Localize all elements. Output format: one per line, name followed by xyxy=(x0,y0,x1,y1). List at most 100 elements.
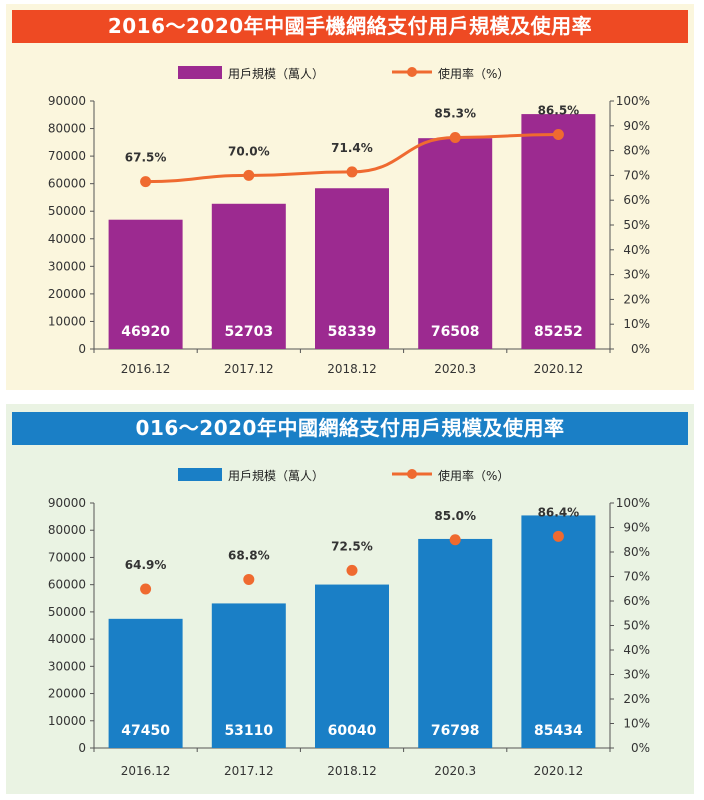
legend-marker xyxy=(407,67,417,77)
rate-value-label: 67.5% xyxy=(125,151,167,165)
chart-title: 2016～2020年中國手機網絡支付用戶規模及使用率 xyxy=(12,10,688,43)
bar xyxy=(108,219,183,349)
bar-value-label: 46920 xyxy=(121,324,170,340)
rate-value-label: 64.9% xyxy=(125,558,167,572)
bar xyxy=(211,603,286,748)
y2-tick-label: 40% xyxy=(623,243,650,257)
x-tick-label: 2020.12 xyxy=(534,764,584,778)
rate-point xyxy=(140,176,152,188)
y2-tick-label: 60% xyxy=(623,193,650,207)
bar xyxy=(418,538,493,748)
legend-line-label: 使用率（%） xyxy=(438,66,509,81)
x-tick-label: 2018.12 xyxy=(327,764,377,778)
y2-tick-label: 70% xyxy=(623,168,650,182)
y-tick-label: 40000 xyxy=(48,232,86,246)
rate-value-label: 85.0% xyxy=(434,509,476,523)
y-tick-label: 60000 xyxy=(48,177,86,191)
x-tick-label: 2016.12 xyxy=(121,764,171,778)
y2-tick-label: 50% xyxy=(623,218,650,232)
y-tick-label: 80000 xyxy=(48,122,86,136)
rate-point xyxy=(140,583,152,595)
rate-point xyxy=(243,169,255,181)
rate-point xyxy=(449,534,461,546)
y-tick-label: 30000 xyxy=(48,259,86,273)
y2-tick-label: 20% xyxy=(623,692,650,706)
bar-value-label: 52703 xyxy=(224,324,273,340)
y2-tick-label: 20% xyxy=(623,292,650,306)
y2-tick-label: 80% xyxy=(623,545,650,559)
bar-value-label: 76508 xyxy=(431,324,480,340)
y-tick-label: 70000 xyxy=(48,149,86,163)
y2-tick-label: 10% xyxy=(623,317,650,331)
y-tick-label: 80000 xyxy=(48,523,86,537)
y-tick-label: 20000 xyxy=(48,687,86,701)
y-tick-label: 50000 xyxy=(48,204,86,218)
bar-value-label: 58339 xyxy=(328,324,377,340)
y-tick-label: 90000 xyxy=(48,94,86,108)
y-tick-label: 50000 xyxy=(48,605,86,619)
y2-tick-label: 50% xyxy=(623,619,650,633)
rate-point xyxy=(449,131,461,143)
rate-value-label: 86.5% xyxy=(538,103,580,117)
y2-tick-label: 40% xyxy=(623,643,650,657)
legend-bar-swatch xyxy=(178,468,222,481)
y2-tick-label: 90% xyxy=(623,119,650,133)
bar xyxy=(211,203,286,349)
y2-tick-label: 0% xyxy=(631,741,650,755)
y2-tick-label: 30% xyxy=(623,668,650,682)
legend: 用戶規模（萬人） 使用率（%） xyxy=(178,468,509,483)
rate-point xyxy=(346,564,358,576)
bar xyxy=(315,584,389,748)
y-tick-label: 60000 xyxy=(48,578,86,592)
bar-value-label: 85434 xyxy=(534,723,583,739)
x-tick-label: 2018.12 xyxy=(327,362,377,376)
y2-tick-label: 60% xyxy=(623,594,650,608)
rate-value-label: 68.8% xyxy=(228,548,270,562)
y2-tick-label: 70% xyxy=(623,570,650,584)
rate-value-label: 71.4% xyxy=(331,141,373,155)
bar-value-label: 60040 xyxy=(328,723,377,739)
rate-value-label: 86.4% xyxy=(538,505,580,519)
y-tick-label: 90000 xyxy=(48,496,86,510)
rate-value-label: 72.5% xyxy=(331,539,373,553)
bar-value-label: 47450 xyxy=(121,723,170,739)
y-tick-label: 0 xyxy=(78,741,86,755)
legend-bar-label: 用戶規模（萬人） xyxy=(228,66,324,81)
y-tick-label: 70000 xyxy=(48,550,86,564)
x-tick-label: 2020.3 xyxy=(434,764,476,778)
bar xyxy=(108,618,183,748)
y-tick-label: 30000 xyxy=(48,659,86,673)
chart-bottom: 用戶規模（萬人） 使用率（%） 0 10000 20000 30000 40000 50000… xyxy=(48,468,650,778)
bar-value-label: 85252 xyxy=(534,324,583,340)
rate-value-label: 85.3% xyxy=(434,106,476,120)
y2-tick-label: 0% xyxy=(631,342,650,356)
chart-panel-top: 2016～2020年中國手機網絡支付用戶規模及使用率 用戶規模（萬人） 使用率（%… xyxy=(6,4,694,390)
y2-tick-label: 80% xyxy=(623,144,650,158)
legend-line-label: 使用率（%） xyxy=(438,468,509,483)
legend-marker xyxy=(407,469,417,479)
y2-tick-label: 10% xyxy=(623,717,650,731)
rate-value-label: 70.0% xyxy=(228,144,270,158)
chart-panel-bottom: 016～2020年中國網絡支付用戶規模及使用率 用戶規模（萬人） 使用率（%） 0 1… xyxy=(6,404,694,794)
bar-value-label: 53110 xyxy=(224,723,273,739)
chart-top: 用戶規模（萬人） 使用率（%） 0 10000 20000 30000 40000 50000… xyxy=(48,66,650,376)
rate-point xyxy=(346,166,358,178)
chart-title: 016～2020年中國網絡支付用戶規模及使用率 xyxy=(12,412,688,445)
rate-point xyxy=(552,128,564,140)
y-tick-label: 10000 xyxy=(48,714,86,728)
bar xyxy=(521,114,596,349)
rate-point xyxy=(243,573,255,585)
bar-value-label: 76798 xyxy=(431,723,480,739)
y2-tick-label: 100% xyxy=(616,496,650,510)
y-tick-label: 0 xyxy=(78,342,86,356)
x-tick-label: 2017.12 xyxy=(224,764,274,778)
legend: 用戶規模（萬人） 使用率（%） xyxy=(178,66,509,81)
y2-tick-label: 90% xyxy=(623,521,650,535)
x-tick-label: 2020.12 xyxy=(534,362,584,376)
rate-point xyxy=(552,530,564,542)
y-tick-label: 20000 xyxy=(48,287,86,301)
bar xyxy=(418,138,493,349)
x-tick-label: 2020.3 xyxy=(434,362,476,376)
bar xyxy=(521,515,596,748)
x-tick-label: 2016.12 xyxy=(121,362,171,376)
